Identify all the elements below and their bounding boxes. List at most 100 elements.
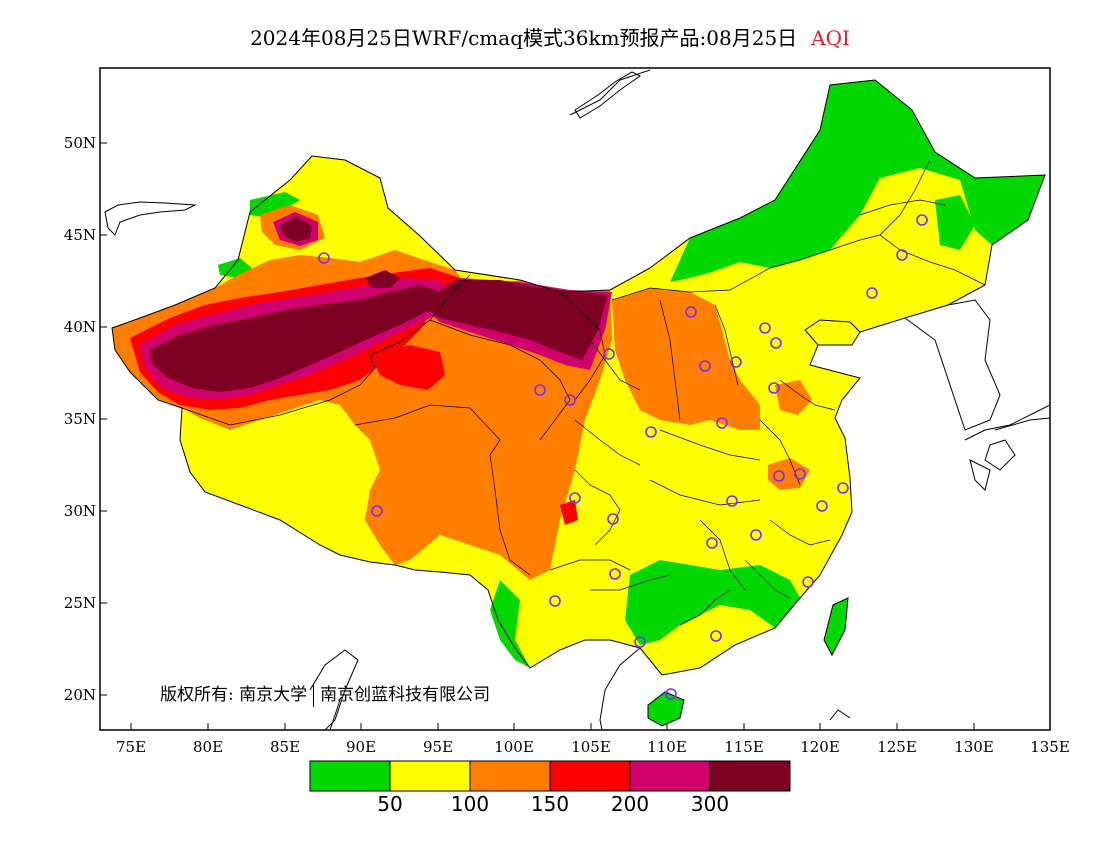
- station-marker: [569, 492, 581, 504]
- y-tick-label: 35N: [63, 410, 96, 428]
- x-tick-label: 120E: [800, 738, 840, 756]
- station-marker: [564, 394, 576, 406]
- y-tick-label: 40N: [63, 318, 96, 336]
- aqi-region-hazardous-2: [420, 280, 608, 360]
- boundary-xinjiang-tibet: [181, 354, 376, 426]
- boundary-hunan-jiangxi: [699, 519, 746, 591]
- axis-ticks: [100, 142, 1051, 730]
- x-tick-label: 90E: [345, 738, 377, 756]
- aqi-region-good-xinjiang: [250, 192, 300, 218]
- boundary-northeast-3: [859, 199, 946, 216]
- station-marker: [607, 513, 619, 525]
- aqi-region-usg-north: [612, 288, 760, 430]
- station-marker: [896, 249, 908, 261]
- boundary-guangxi-guangdong: [679, 589, 731, 626]
- colorbar-label: 150: [530, 792, 570, 816]
- bohai-coast: [804, 319, 861, 346]
- x-tick-label: 125E: [877, 738, 917, 756]
- station-marker: [710, 630, 722, 642]
- colorbar-label: 200: [610, 792, 650, 816]
- station-marker: [916, 214, 928, 226]
- station-marker: [802, 576, 814, 588]
- x-tick-label: 100E: [494, 738, 534, 756]
- colorbar-swatch-5: [709, 760, 791, 792]
- bay-coast: [329, 699, 341, 730]
- sakhalin-coast: [569, 69, 651, 116]
- boundary-guizhou-guangxi: [590, 574, 671, 591]
- aqi-region-hazardous-1: [150, 285, 440, 392]
- boundary-northeast-1: [829, 159, 931, 251]
- station-marker: [837, 482, 849, 494]
- station-marker: [685, 306, 697, 318]
- boundary-zhejiang-fujian: [769, 519, 831, 546]
- station-marker: [318, 252, 330, 264]
- colorbar-swatch-1: [389, 760, 471, 792]
- aqi-region-good-northeast-2: [935, 195, 975, 250]
- map-frame: [99, 67, 1051, 731]
- india-coast: [309, 649, 359, 730]
- station-marker: [645, 426, 657, 438]
- copyright-separator: [313, 684, 315, 707]
- boundary-fujian-jiangxi: [744, 559, 791, 599]
- boundary-northeast-2: [879, 234, 986, 286]
- station-marker: [371, 505, 383, 517]
- title-variable: AQI: [811, 26, 850, 50]
- boundary-inner-mongolia: [611, 249, 831, 301]
- boundary-shanxi-hebei: [714, 304, 739, 386]
- aqi-region-good-hainan: [648, 692, 684, 726]
- province-boundaries: [181, 159, 986, 626]
- colorbar-label: 100: [450, 792, 490, 816]
- station-marker: [730, 356, 742, 368]
- colorbar-swatch-2: [469, 760, 551, 792]
- caspian-coast: [104, 201, 197, 236]
- x-tick-label: 115E: [724, 738, 764, 756]
- station-marker: [706, 537, 718, 549]
- x-tick-label: 105E: [571, 738, 611, 756]
- coastlines: [104, 69, 1050, 730]
- hainan-coast: [647, 691, 685, 727]
- station-marker: [549, 595, 561, 607]
- lake-baikal: [574, 71, 641, 119]
- boundary-sichuan-east: [574, 419, 641, 466]
- korea-coast: [904, 299, 1001, 431]
- station-marker: [603, 348, 615, 360]
- station-marker: [716, 417, 728, 429]
- boundary-ningxia: [589, 339, 641, 391]
- japan-kyushu: [964, 404, 1050, 491]
- boundary-henan-hubei: [659, 429, 761, 461]
- station-marker: [816, 500, 828, 512]
- colorbar: [309, 760, 791, 792]
- station-marker: [773, 470, 785, 482]
- aqi-region-good-taiwan: [824, 598, 848, 655]
- aqi-region-hazardous-4: [365, 270, 400, 288]
- station-marker: [699, 360, 711, 372]
- station-markers: [318, 214, 928, 700]
- station-marker: [609, 568, 621, 580]
- station-marker: [534, 384, 546, 396]
- x-tick-label: 80E: [192, 738, 224, 756]
- station-marker: [759, 322, 771, 334]
- map-title: 2024年08月25日WRF/cmaq模式36km预报产品:08月25日 AQI: [0, 22, 1100, 51]
- station-marker: [634, 636, 646, 648]
- boundary-sichuan-chongqing: [574, 469, 621, 546]
- station-marker: [770, 337, 782, 349]
- x-tick-label: 85E: [269, 738, 301, 756]
- x-tick-label: 95E: [422, 738, 454, 756]
- aqi-region-unhealthy-3: [560, 500, 578, 525]
- copyright-label: 版权所有:: [160, 685, 234, 705]
- colorbar-swatch-3: [549, 760, 631, 792]
- x-tick-label: 130E: [954, 738, 994, 756]
- japan-honshu: [994, 417, 1050, 431]
- copyright-org-1: 南京大学: [239, 685, 308, 705]
- colorbar-swatch-0: [309, 760, 391, 792]
- aqi-field: [112, 80, 1045, 726]
- aqi-region-unhealthy-2: [370, 345, 445, 390]
- y-tick-label: 30N: [63, 502, 96, 520]
- y-tick-label: 50N: [63, 134, 96, 152]
- aqi-region-good-south: [490, 580, 530, 668]
- boundary-yunnan-guizhou: [549, 559, 631, 571]
- y-tick-label: 25N: [63, 594, 96, 612]
- boundary-tibet-qinghai: [354, 404, 501, 456]
- aqi-region-good-northeast: [670, 80, 1045, 282]
